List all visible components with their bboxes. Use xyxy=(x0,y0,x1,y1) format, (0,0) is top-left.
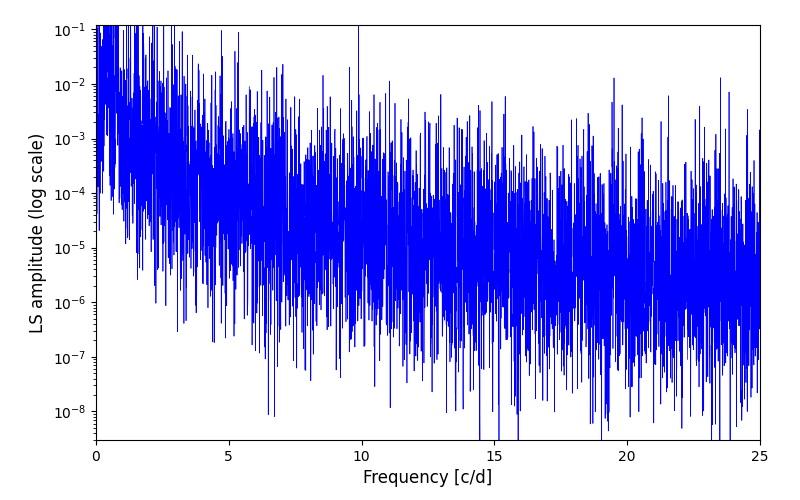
X-axis label: Frequency [c/d]: Frequency [c/d] xyxy=(363,470,493,488)
Y-axis label: LS amplitude (log scale): LS amplitude (log scale) xyxy=(30,132,47,332)
